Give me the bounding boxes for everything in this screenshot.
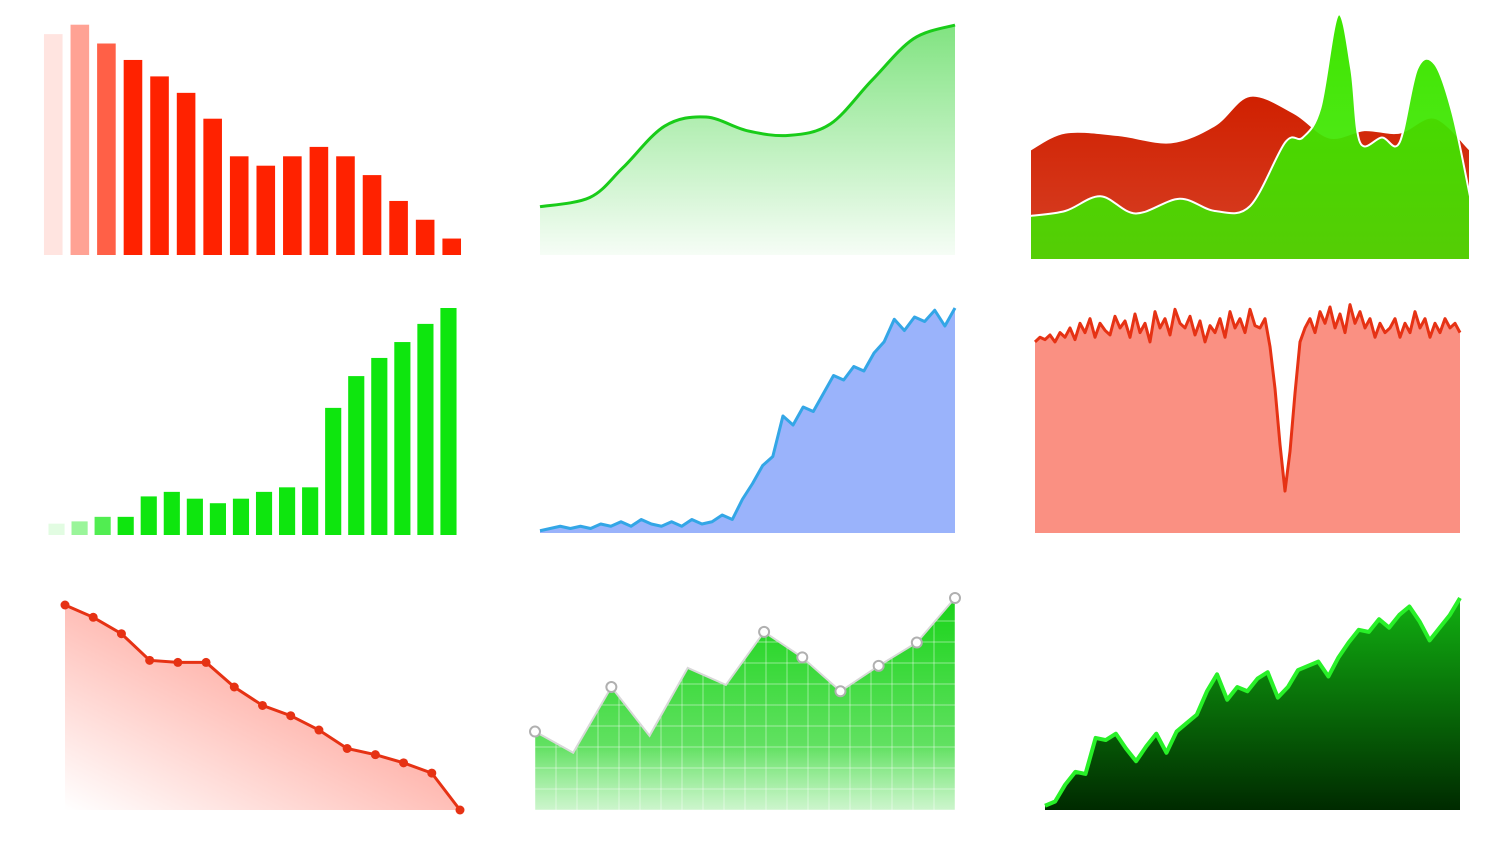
bar [442, 238, 462, 255]
point [949, 592, 961, 604]
bar [283, 156, 302, 255]
bar [163, 491, 180, 535]
bar [203, 118, 222, 255]
bar [371, 357, 388, 535]
bar [186, 498, 203, 535]
point [60, 600, 70, 610]
red-decline-bar-chart [43, 24, 462, 256]
area-fill [1045, 598, 1460, 810]
bar [176, 92, 196, 255]
point [427, 768, 437, 778]
area-fill [540, 25, 955, 255]
area-fill [1035, 304, 1460, 533]
point [529, 725, 541, 738]
green-grid-line-chart [529, 592, 961, 810]
bar [415, 219, 435, 255]
bar [140, 496, 157, 535]
area-line [539, 23, 956, 209]
green-rising-bar-chart [48, 308, 457, 535]
area-fill [540, 308, 955, 533]
bar [70, 24, 90, 256]
point [173, 657, 183, 667]
red-fading-line-chart [60, 600, 465, 815]
bar [394, 342, 411, 535]
point [314, 725, 324, 735]
bar [362, 175, 382, 255]
area-line [1044, 596, 1462, 808]
bar [389, 200, 408, 255]
bar [117, 516, 134, 535]
blue-growth-area-chart [539, 307, 957, 533]
bar [256, 165, 276, 255]
bar [279, 487, 296, 535]
point [201, 657, 211, 667]
area-line [539, 307, 957, 533]
point [116, 629, 126, 639]
bar [97, 43, 116, 255]
bar [94, 516, 111, 535]
bar [255, 491, 273, 535]
bar [48, 523, 65, 535]
salmon-noisy-area-chart [1033, 303, 1462, 533]
series-line [534, 597, 956, 755]
bar [232, 498, 250, 535]
bar [440, 308, 457, 535]
point [370, 750, 380, 760]
green-smooth-area-chart [539, 23, 956, 255]
point [796, 651, 809, 664]
point [758, 625, 771, 638]
bar [302, 487, 319, 535]
point [399, 758, 409, 768]
area-series [1029, 13, 1471, 261]
bar [229, 156, 249, 255]
bar [150, 76, 169, 256]
point [88, 612, 98, 622]
point [605, 681, 618, 694]
area-line [1033, 303, 1462, 493]
bar [417, 323, 434, 535]
point [872, 659, 885, 672]
bar [336, 156, 355, 255]
bar [123, 59, 143, 256]
point [910, 636, 923, 649]
point [145, 655, 155, 665]
bar [209, 503, 226, 535]
point [834, 685, 847, 698]
point [342, 744, 352, 753]
bar [325, 407, 342, 535]
point [455, 805, 465, 815]
red-green-stacked-area-chart [1029, 13, 1471, 261]
bar [348, 376, 365, 535]
point [258, 700, 267, 710]
bar [309, 146, 329, 255]
bar [71, 521, 88, 535]
point [286, 711, 296, 721]
point [229, 682, 239, 692]
dark-green-gradient-area-chart [1044, 596, 1462, 810]
bar [43, 34, 63, 255]
